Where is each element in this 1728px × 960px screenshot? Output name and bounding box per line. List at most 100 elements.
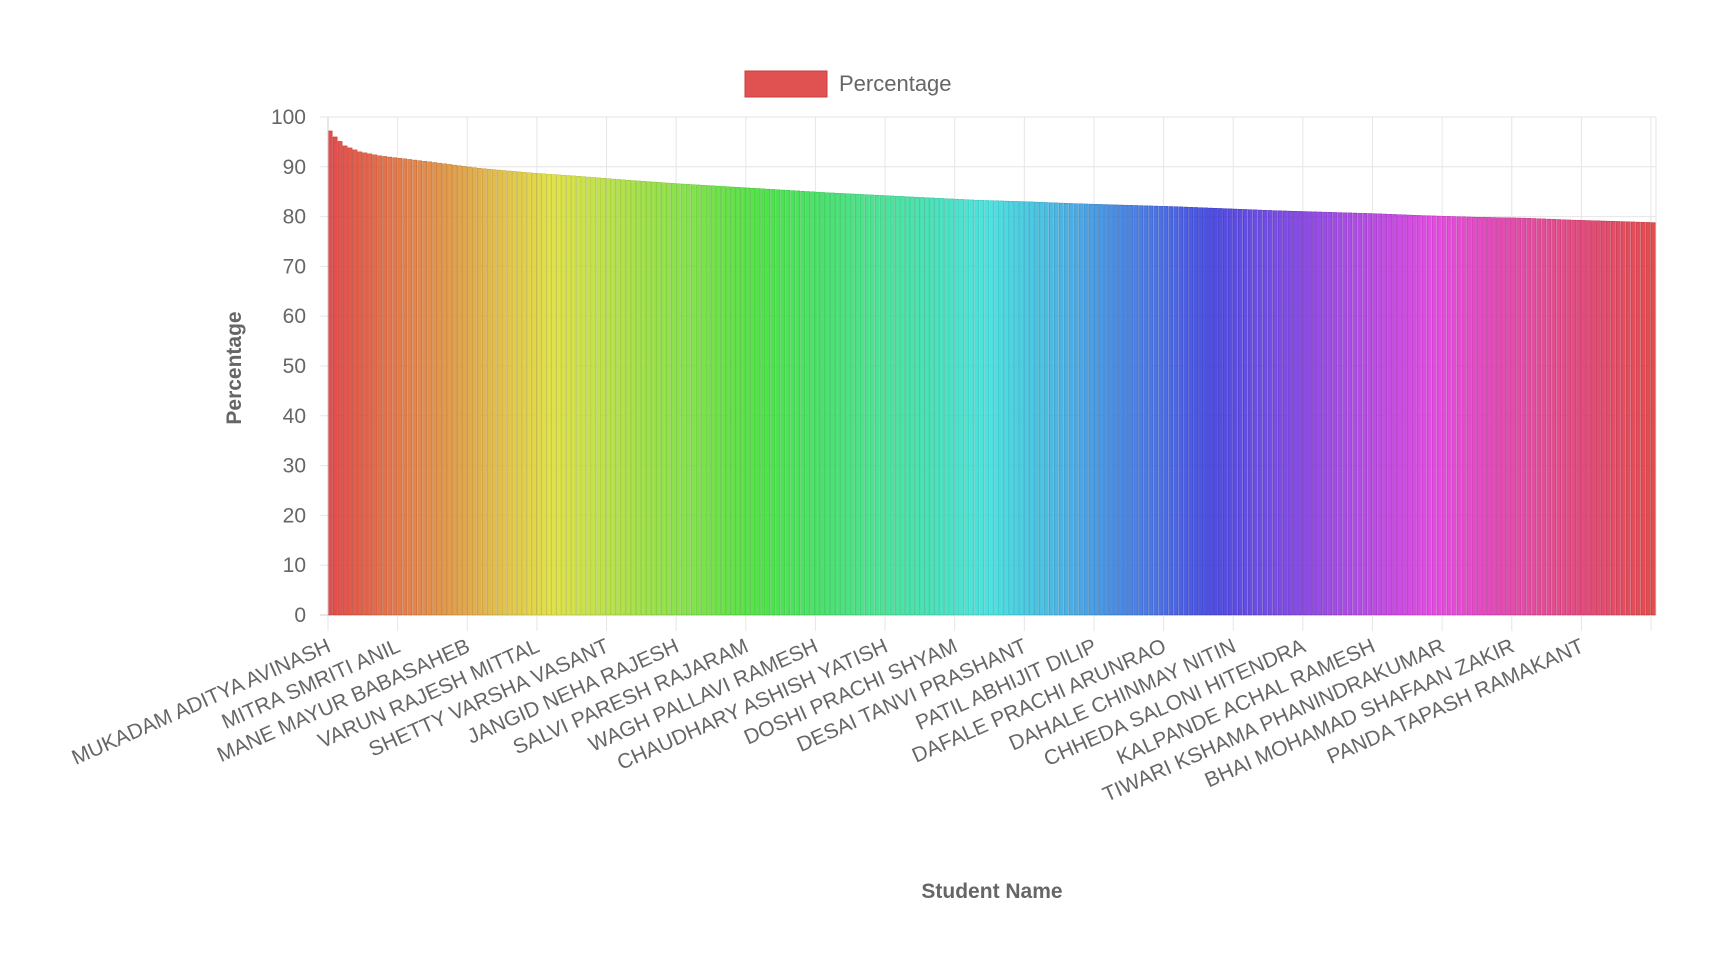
bar xyxy=(745,187,751,616)
bar xyxy=(636,180,641,616)
y-tick-label: 0 xyxy=(294,604,306,627)
bar xyxy=(1173,206,1179,616)
bar xyxy=(1337,212,1343,616)
bar xyxy=(974,199,980,616)
bar xyxy=(705,185,711,616)
bar xyxy=(1004,200,1009,616)
bar xyxy=(1342,212,1348,616)
bar xyxy=(626,180,631,616)
bar xyxy=(1024,201,1029,616)
bar xyxy=(377,155,383,616)
bar xyxy=(859,194,865,616)
bar xyxy=(944,198,950,616)
bar xyxy=(581,176,587,616)
bar xyxy=(730,186,736,616)
bar xyxy=(700,185,706,616)
bar xyxy=(1591,220,1596,616)
bar xyxy=(1456,216,1462,616)
bar xyxy=(825,192,830,616)
bar xyxy=(382,156,388,616)
y-axis-title: Percentage xyxy=(223,311,246,424)
bar xyxy=(452,164,457,616)
bar xyxy=(1521,217,1527,616)
bar xyxy=(1427,215,1432,616)
bar xyxy=(1277,210,1283,616)
bar xyxy=(904,196,910,616)
bar xyxy=(1586,220,1591,616)
bar xyxy=(1407,214,1412,616)
bar xyxy=(1228,208,1233,616)
legend[interactable]: Percentage xyxy=(744,70,952,98)
bar xyxy=(889,195,895,616)
bar xyxy=(1367,213,1372,616)
bar xyxy=(1009,201,1014,616)
bar xyxy=(477,168,482,616)
bar xyxy=(531,172,537,616)
bar xyxy=(725,186,731,616)
bar xyxy=(984,200,990,616)
bar xyxy=(1143,205,1149,616)
bar xyxy=(661,182,666,616)
bar xyxy=(447,164,452,616)
bar xyxy=(1312,211,1318,616)
bar xyxy=(1620,221,1626,616)
bar xyxy=(845,193,850,616)
y-tick-label: 60 xyxy=(283,305,306,328)
bar xyxy=(641,181,646,616)
bar xyxy=(715,185,721,616)
bar xyxy=(879,195,885,616)
bar xyxy=(462,166,467,616)
bar xyxy=(1461,216,1467,616)
bar xyxy=(670,183,676,616)
bar xyxy=(1352,212,1358,616)
bar xyxy=(1446,216,1452,616)
bar xyxy=(1178,206,1183,616)
y-tick-label: 80 xyxy=(283,206,306,229)
bar xyxy=(1596,220,1601,616)
bar xyxy=(327,130,333,616)
bar xyxy=(1233,208,1238,616)
bar xyxy=(1148,205,1154,616)
bar xyxy=(1262,210,1268,616)
bar xyxy=(1531,218,1537,616)
x-axis-title: Student Name xyxy=(921,880,1062,903)
bar xyxy=(909,196,915,616)
bar xyxy=(1029,201,1034,616)
bar xyxy=(1083,203,1089,616)
bar xyxy=(541,173,547,616)
bar xyxy=(830,192,835,616)
bar xyxy=(869,194,875,616)
bar xyxy=(1237,209,1243,616)
bar xyxy=(1606,220,1611,616)
bar xyxy=(675,183,681,616)
bar xyxy=(1611,221,1616,616)
bar xyxy=(1491,217,1497,616)
bar xyxy=(1128,205,1134,616)
bar xyxy=(1223,208,1228,616)
bar xyxy=(1556,219,1561,616)
bar xyxy=(959,199,965,616)
bar xyxy=(1039,202,1044,616)
bar xyxy=(949,198,955,616)
bar xyxy=(1466,216,1472,616)
bar xyxy=(1063,203,1069,616)
bar xyxy=(1158,205,1164,616)
bar xyxy=(412,159,418,616)
bar xyxy=(855,193,860,616)
bar xyxy=(1441,215,1447,616)
bar xyxy=(1053,202,1059,616)
bar xyxy=(1242,209,1248,616)
bar xyxy=(332,136,338,616)
bar xyxy=(1078,203,1084,616)
bar xyxy=(1377,213,1382,616)
bar xyxy=(1153,205,1159,616)
bar xyxy=(740,187,746,616)
bar xyxy=(969,199,975,616)
bar xyxy=(1471,216,1477,616)
bar xyxy=(417,160,422,616)
bar xyxy=(1272,210,1278,616)
bar xyxy=(864,194,870,616)
bar xyxy=(1476,216,1482,616)
bar xyxy=(666,182,671,616)
bar xyxy=(481,168,487,616)
